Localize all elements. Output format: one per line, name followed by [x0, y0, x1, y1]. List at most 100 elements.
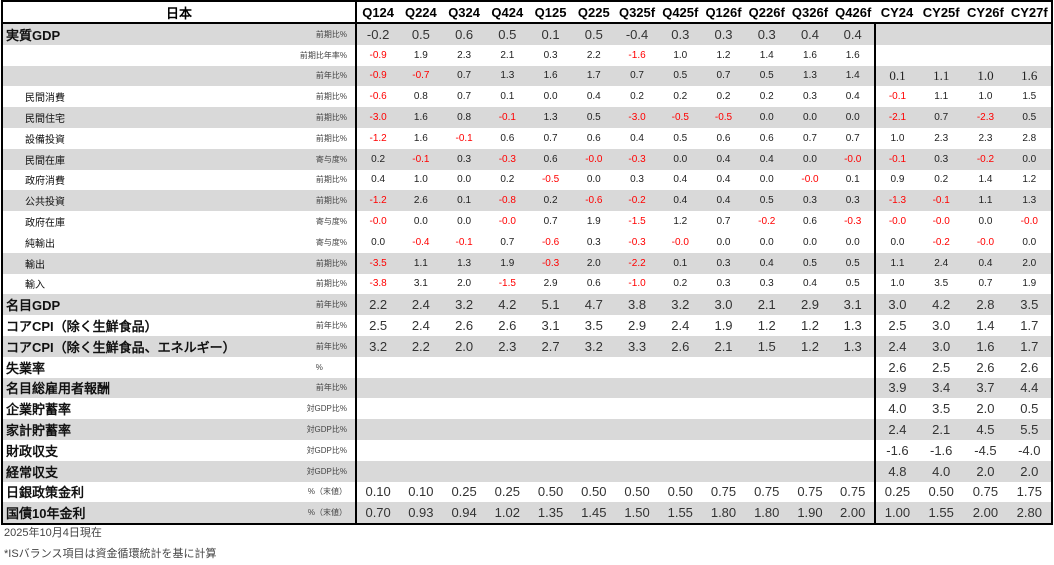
quarter-value-cell	[356, 398, 399, 419]
annual-value-cell: 3.5	[1007, 294, 1052, 316]
quarter-value-cell	[745, 398, 788, 419]
quarter-value-cell: -0.6	[572, 190, 616, 212]
annual-value-cell: 4.5	[963, 419, 1008, 440]
quarter-value-cell: -0.0	[671, 236, 689, 248]
quarter-value-cell	[788, 377, 832, 399]
quarter-value-cell: -0.0	[831, 148, 875, 170]
quarter-value-cell: 0.4	[831, 23, 875, 45]
column-header-q325f: Q325f	[615, 1, 659, 24]
row-label: 家計貯蓄率	[2, 419, 292, 440]
quarter-value-cell: 1.1	[399, 252, 443, 274]
quarter-value-cell	[701, 460, 746, 482]
quarter-value-cell: 0.5	[831, 252, 875, 274]
quarter-value-cell	[615, 419, 659, 440]
column-header-q126f: Q126f	[701, 1, 746, 24]
quarter-value-cell	[572, 398, 615, 419]
quarter-value-cell	[442, 460, 486, 482]
quarter-value-cell: 1.3	[831, 335, 875, 357]
row-unit: %（末値）	[291, 502, 358, 525]
quarter-value-cell: 0.0	[845, 236, 860, 248]
quarter-value-cell	[572, 440, 615, 461]
quarter-value-cell: 1.0	[673, 49, 688, 61]
quarter-value-cell: -1.5	[498, 278, 516, 290]
annual-value-cell: 1.7	[1007, 335, 1052, 357]
header-row: 日本 Q124 Q224 Q324 Q424 Q125 Q225 Q325f Q425f Q12…	[2, 1, 1052, 24]
annual-value-cell: 2.00	[963, 502, 1008, 525]
annual-value-cell: 1.1	[919, 65, 964, 87]
row-label	[2, 45, 292, 66]
quarter-value-cell: 0.4	[701, 148, 746, 170]
row-label: 設備投資	[25, 134, 65, 146]
annual-value-cell: 2.5	[932, 359, 951, 375]
quarter-value-cell: 2.4	[411, 318, 430, 334]
quarter-value-cell: 2.2	[356, 294, 400, 316]
quarter-value-cell: -0.5	[541, 174, 560, 186]
quarter-value-cell: -3.5	[356, 252, 400, 274]
quarter-value-cell	[485, 377, 529, 399]
quarter-value-cell: -0.0	[498, 216, 516, 228]
row-label: 名目総雇用者報酬	[2, 377, 292, 399]
quarter-value-cell: 1.45	[572, 502, 616, 525]
annual-value-cell: -0.2	[963, 148, 1008, 170]
annual-value-cell: 2.3	[934, 132, 949, 144]
row-unit: 寄与度%	[291, 148, 358, 170]
row-label: 輸入	[25, 280, 45, 292]
quarter-value-cell: 1.7	[572, 65, 616, 87]
quarter-value-cell: 4.7	[572, 294, 616, 316]
quarter-value-cell: 3.0	[701, 294, 746, 316]
annual-value-cell: -4.5	[974, 442, 997, 458]
quarter-value-cell: 1.55	[658, 502, 702, 525]
quarter-value-cell: 0.2	[759, 91, 774, 103]
annual-value-cell: 2.0	[963, 460, 1008, 482]
quarter-value-cell: 1.3	[788, 65, 832, 87]
row-unit: 前期比%	[291, 86, 358, 108]
annual-value-cell	[1008, 45, 1052, 66]
table-row: 企業貯蓄率 対GDP比% 4.0 3.5 2.0 0.5	[2, 398, 1052, 420]
quarter-value-cell	[442, 440, 485, 461]
row-unit: 前期比年率%	[291, 44, 358, 66]
column-header-cy25f: CY25f	[919, 1, 964, 24]
quarter-value-cell	[399, 460, 443, 482]
annual-value-cell: 1.6	[963, 335, 1008, 357]
annual-value-cell: 2.1	[919, 419, 964, 440]
quarter-value-cell: 0.6	[586, 278, 601, 290]
quarter-value-cell: 0.0	[803, 236, 817, 248]
quarter-value-cell: 1.6	[845, 49, 860, 61]
annual-value-cell: -0.0	[976, 236, 995, 248]
quarter-value-cell: 2.1	[500, 49, 515, 61]
column-header-q124: Q124	[356, 1, 400, 24]
quarter-value-cell	[528, 377, 573, 399]
quarter-value-cell: 0.10	[408, 484, 434, 500]
quarter-value-cell	[529, 357, 572, 378]
quarter-value-cell: 0.3	[701, 252, 746, 274]
table-row: 日銀政策金利 %（末値） 0.10 0.10 0.25 0.25 0.50 0.50 0.50 0…	[2, 481, 1052, 503]
row-label: 日銀政策金利	[6, 485, 85, 501]
annual-value-cell: 0.0	[1022, 236, 1037, 248]
table-row: 前期比年率% -0.9 1.9 2.3 2.1 0.3 2.2 -1.6 1.0 1.2 1.4 1.…	[2, 44, 1052, 66]
quarter-value-cell	[788, 460, 832, 482]
quarter-value-cell	[745, 377, 789, 399]
row-label: 財政収支	[6, 443, 59, 459]
annual-value-cell: 4.0	[919, 460, 964, 482]
annual-value-cell	[963, 23, 1008, 45]
quarter-value-cell	[615, 398, 658, 419]
quarter-value-cell	[399, 377, 443, 399]
quarter-value-cell: 3.1	[413, 278, 428, 290]
quarter-value-cell	[659, 357, 702, 378]
table-title: 日本	[2, 1, 358, 24]
quarter-value-cell: 1.0	[413, 174, 428, 186]
quarter-value-cell: 0.6	[759, 132, 774, 144]
quarter-value-cell	[356, 460, 400, 482]
annual-value-cell: 0.3	[919, 148, 964, 170]
quarter-value-cell: 0.2	[673, 91, 688, 103]
table-row: 財政収支 対GDP比% -1.6 -1.6 -4.5 -4.0	[2, 439, 1052, 461]
quarter-value-cell	[572, 460, 616, 482]
annual-value-cell: -0.1	[873, 148, 920, 170]
annual-value-cell: 1.1	[873, 252, 920, 274]
quarter-value-cell: -0.8	[485, 190, 529, 212]
annual-value-cell: 2.6	[873, 356, 920, 378]
quarter-value-cell: 5.1	[528, 294, 573, 316]
quarter-value-cell: 0.50	[624, 484, 650, 500]
annual-value-cell: 1.7	[1020, 318, 1039, 334]
column-header-cy27f: CY27f	[1007, 1, 1052, 24]
